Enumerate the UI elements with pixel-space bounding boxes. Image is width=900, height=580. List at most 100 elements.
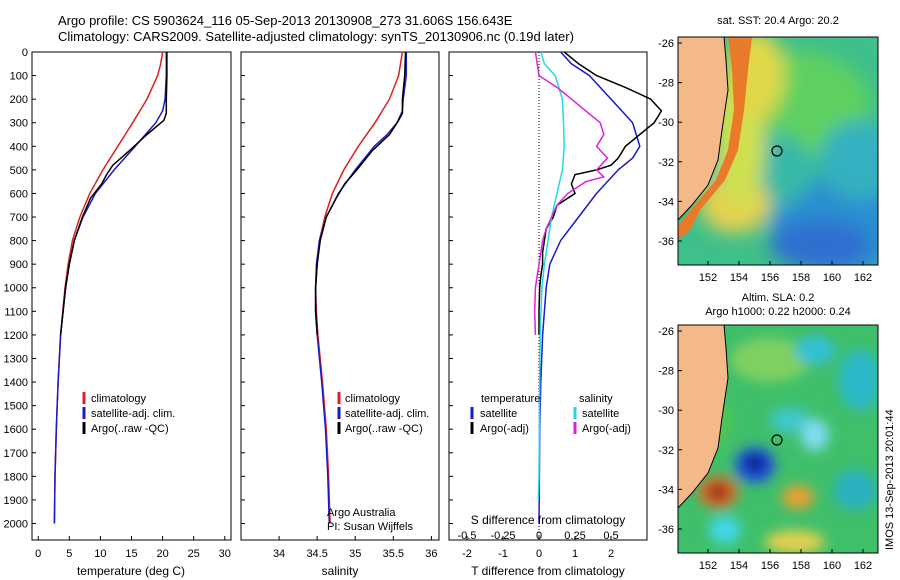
sst-map xyxy=(678,37,878,265)
legend-argo: Argo(..raw -QC) xyxy=(345,423,423,435)
salinity-xlabel: salinity xyxy=(322,564,359,578)
salinity-plot: 34 34.5 35 35.5 36 xyxy=(273,51,438,560)
legend-argo: Argo(..raw -QC) xyxy=(91,423,169,435)
argo-position-marker xyxy=(771,434,783,446)
legend-t-argo: Argo(-adj) xyxy=(480,423,529,435)
depth-tick-label: 600 xyxy=(10,188,28,200)
legend-s-argo: Argo(-adj) xyxy=(582,423,631,435)
credit-line2: PI: Susan Wijffels xyxy=(327,521,413,533)
sst-land xyxy=(678,37,728,220)
series-line-0 xyxy=(53,51,164,524)
salinity-legend: climatology satellite-adj. clim. Argo(..… xyxy=(337,392,429,435)
lat-tick-label: -32 xyxy=(658,157,674,169)
lon-tick-label: 152 xyxy=(699,560,717,572)
x-tick-label: 0 xyxy=(35,548,41,560)
legend-satellite: satellite-adj. clim. xyxy=(345,408,429,420)
x-tick-label: 30 xyxy=(219,548,231,560)
x-tick-label: 2 xyxy=(608,548,614,560)
depth-tick-label: 1500 xyxy=(4,401,28,413)
series-line-2 xyxy=(59,52,168,335)
sla-map xyxy=(678,325,878,553)
x-tick-label: 35 xyxy=(349,548,361,560)
temperature-plot: 0 5 10 15 20 25 30 xyxy=(35,51,231,560)
lat-tick-label: -26 xyxy=(658,38,674,50)
argo-position-marker xyxy=(771,145,783,157)
lon-tick-label: 152 xyxy=(699,272,717,284)
x-tick-label: 36 xyxy=(425,548,437,560)
sla-land xyxy=(678,325,728,508)
series-line-1 xyxy=(314,52,408,524)
depth-tick-label: 1900 xyxy=(4,495,28,507)
series-line-3 xyxy=(533,51,609,335)
series-line-2 xyxy=(537,51,565,500)
header-line1: Argo profile: CS 5903624_116 05-Sep-2013… xyxy=(58,13,513,28)
timestamp-stamp: IMOS 13-Sep-2013 20:01:44 xyxy=(884,409,896,550)
lat-tick-label: -36 xyxy=(658,236,674,248)
depth-tick-label: 1300 xyxy=(4,353,28,365)
x-tick-label: 10 xyxy=(94,548,106,560)
sst-map-title: sat. SST: 20.4 Argo: 20.2 xyxy=(717,15,839,27)
x-tick-label: -2 xyxy=(462,548,472,560)
s-difference-xlabel: S difference from climatology xyxy=(471,513,626,527)
x2-tick-label: 0.5 xyxy=(603,530,618,542)
sla-map-title2: Argo h1000: 0.22 h2000: 0.24 xyxy=(705,306,851,318)
depth-tick-label: 800 xyxy=(10,236,28,248)
header-line2: Climatology: CARS2009. Satellite-adjuste… xyxy=(58,29,574,44)
lat-tick-label: -28 xyxy=(658,78,674,90)
lon-tick-label: 154 xyxy=(730,560,748,572)
depth-tick-label: 700 xyxy=(10,212,28,224)
x-tick-label: 0 xyxy=(536,548,542,560)
depth-tick-label: 0 xyxy=(22,47,28,59)
depth-tick-label: 1600 xyxy=(4,424,28,436)
series-line-1 xyxy=(53,52,168,524)
sla-map-title1: Altim. SLA: 0.2 xyxy=(742,292,815,304)
credit-line1: Argo Australia xyxy=(327,507,396,519)
depth-tick-label: 900 xyxy=(10,259,28,271)
series-line-0 xyxy=(314,51,404,524)
lon-tick-label: 162 xyxy=(854,272,872,284)
depth-tick-label: 300 xyxy=(10,118,28,130)
x-tick-label: -1 xyxy=(498,548,508,560)
depth-tick-label: 1100 xyxy=(4,306,28,318)
depth-tick-label: 500 xyxy=(10,165,28,177)
series-line-2 xyxy=(314,51,407,335)
legend-satellite: satellite-adj. clim. xyxy=(91,408,175,420)
lon-tick-label: 158 xyxy=(792,560,810,572)
lat-tick-label: -34 xyxy=(658,196,674,208)
x-tick-label: 34.5 xyxy=(306,548,327,560)
x-tick-label: 1 xyxy=(572,548,578,560)
legend-temperature-title: temperature xyxy=(481,393,540,405)
depth-axis: 0 100 200 300 400 500 600 700 800 900 1000 1100 1200… xyxy=(4,47,453,530)
x-tick-label: 25 xyxy=(188,548,200,560)
depth-tick-label: 200 xyxy=(10,94,28,106)
depth-tick-label: 1400 xyxy=(4,377,28,389)
lon-tick-label: 156 xyxy=(761,272,779,284)
depth-tick-label: 1000 xyxy=(4,283,28,295)
sla-map-axes: -26 -28 -30 -32 -34 -36 152 154 156 158 160 162 xyxy=(658,326,872,572)
series-line-0 xyxy=(538,51,641,524)
lat-tick-label: -34 xyxy=(658,484,674,496)
lon-tick-label: 156 xyxy=(761,560,779,572)
depth-tick-label: 1200 xyxy=(4,330,28,342)
lat-tick-label: -30 xyxy=(658,117,674,129)
x2-tick-label: -0.5 xyxy=(458,530,477,542)
t-difference-xlabel: T difference from climatology xyxy=(471,564,625,578)
depth-tick-label: 2000 xyxy=(4,518,28,530)
legend-climatology: climatology xyxy=(91,393,147,405)
lon-tick-label: 154 xyxy=(730,272,748,284)
legend-s-satellite: satellite xyxy=(582,408,619,420)
lat-tick-label: -26 xyxy=(658,326,674,338)
legend-salinity-title: salinity xyxy=(579,393,613,405)
lon-tick-label: 162 xyxy=(854,560,872,572)
depth-tick-label: 1700 xyxy=(4,448,28,460)
sst-map-axes: -26 -28 -30 -32 -34 -36 152 154 156 158 160 162 xyxy=(658,38,872,284)
x-tick-label: 5 xyxy=(66,548,72,560)
lat-tick-label: -32 xyxy=(658,445,674,457)
depth-tick-label: 1800 xyxy=(4,471,28,483)
depth-tick-label: 100 xyxy=(10,71,28,83)
x2-tick-label: -0.25 xyxy=(490,530,515,542)
x-tick-label: 20 xyxy=(156,548,168,560)
x-tick-label: 35.5 xyxy=(383,548,404,560)
